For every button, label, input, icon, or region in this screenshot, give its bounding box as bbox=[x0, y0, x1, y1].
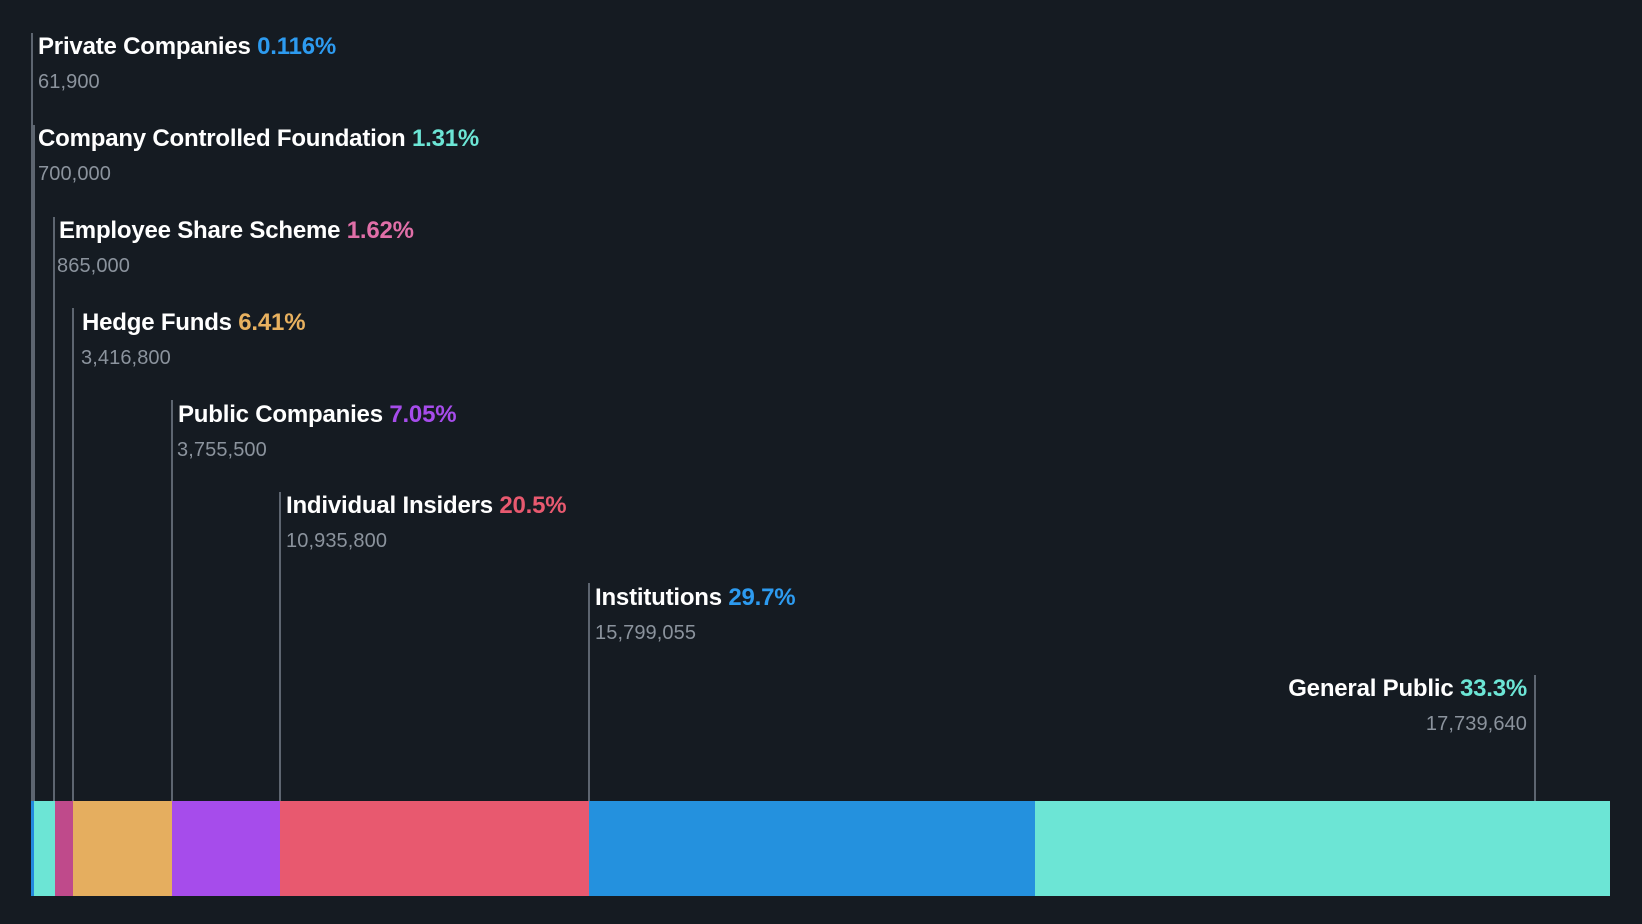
label-group-individual-insiders[interactable]: Individual Insiders 20.5% 10,935,800 bbox=[286, 492, 567, 552]
label-group-employee-share-scheme[interactable]: Employee Share Scheme 1.62% 865,000 bbox=[57, 219, 414, 277]
segment-count-institutions: 15,799,055 bbox=[595, 622, 697, 644]
segment-count-company-controlled-foundation: 700,000 bbox=[38, 163, 111, 185]
segment-percent-employee-share-scheme: 1.62% bbox=[346, 217, 414, 244]
label-row-public-companies: Public Companies 7.05% bbox=[178, 401, 457, 428]
stacked-ownership-bar bbox=[31, 801, 1610, 896]
label-row-individual-insiders: Individual Insiders 20.5% bbox=[286, 492, 567, 519]
bar-segment-private-companies[interactable] bbox=[31, 801, 34, 896]
bar-segment-company-controlled-foundation[interactable] bbox=[34, 801, 55, 896]
label-group-institutions[interactable]: Institutions 29.7% 15,799,055 bbox=[595, 584, 796, 644]
tick-line-general-public bbox=[1534, 675, 1536, 801]
bar-segment-employee-share-scheme[interactable] bbox=[55, 801, 73, 896]
bar-segment-institutions[interactable] bbox=[589, 801, 1035, 896]
label-row-hedge-funds: Hedge Funds 6.41% bbox=[82, 309, 306, 336]
segment-name-individual-insiders: Individual Insiders bbox=[286, 492, 500, 519]
segment-percent-hedge-funds: 6.41% bbox=[238, 309, 306, 336]
tick-line-private-companies bbox=[31, 33, 33, 801]
segment-count-employee-share-scheme: 865,000 bbox=[57, 255, 130, 277]
label-row-company-controlled-foundation: Company Controlled Foundation 1.31% bbox=[38, 127, 479, 151]
segment-name-private-companies: Private Companies bbox=[38, 33, 258, 60]
tick-line-employee-share-scheme bbox=[53, 217, 55, 801]
label-group-hedge-funds[interactable]: Hedge Funds 6.41% 3,416,800 bbox=[81, 309, 306, 369]
segment-percent-public-companies: 7.05% bbox=[389, 401, 457, 428]
segment-name-company-controlled-foundation: Company Controlled Foundation bbox=[38, 125, 412, 152]
segment-percent-private-companies: 0.116% bbox=[257, 33, 337, 60]
tick-line-company-controlled-foundation bbox=[33, 125, 35, 801]
segment-count-public-companies: 3,755,500 bbox=[177, 439, 267, 461]
segment-name-employee-share-scheme: Employee Share Scheme bbox=[59, 217, 347, 244]
label-row-general-public: General Public 33.3% bbox=[1288, 677, 1527, 701]
label-row-institutions: Institutions 29.7% bbox=[595, 584, 796, 611]
segment-name-hedge-funds: Hedge Funds bbox=[82, 309, 239, 336]
segment-count-general-public: 17,739,640 bbox=[1425, 713, 1527, 735]
label-group-company-controlled-foundation[interactable]: Company Controlled Foundation 1.31% 700,… bbox=[38, 127, 479, 185]
segment-percent-general-public: 33.3% bbox=[1459, 675, 1527, 702]
label-row-private-companies: Private Companies 0.116% bbox=[38, 35, 336, 59]
label-row-employee-share-scheme: Employee Share Scheme 1.62% bbox=[59, 219, 414, 243]
segment-name-public-companies: Public Companies bbox=[178, 401, 390, 428]
bar-segment-hedge-funds[interactable] bbox=[73, 801, 172, 896]
segment-name-institutions: Institutions bbox=[595, 584, 729, 611]
tick-line-individual-insiders bbox=[279, 492, 281, 801]
segment-name-general-public: General Public bbox=[1288, 675, 1460, 702]
segment-count-hedge-funds: 3,416,800 bbox=[81, 347, 171, 369]
tick-line-hedge-funds bbox=[72, 308, 74, 801]
segment-percent-individual-insiders: 20.5% bbox=[499, 492, 567, 519]
bar-segment-general-public[interactable] bbox=[1035, 801, 1610, 896]
segment-percent-company-controlled-foundation: 1.31% bbox=[411, 125, 480, 152]
bar-segment-public-companies[interactable] bbox=[172, 801, 280, 896]
tick-line-institutions bbox=[588, 583, 590, 801]
label-group-public-companies[interactable]: Public Companies 7.05% 3,755,500 bbox=[177, 401, 457, 461]
segment-percent-institutions: 29.7% bbox=[728, 584, 796, 611]
label-group-general-public[interactable]: General Public 33.3% 17,739,640 bbox=[1288, 677, 1527, 735]
segment-count-private-companies: 61,900 bbox=[38, 71, 100, 93]
label-group-private-companies[interactable]: Private Companies 0.116% 61,900 bbox=[38, 35, 336, 93]
tick-line-public-companies bbox=[171, 400, 173, 801]
segment-count-individual-insiders: 10,935,800 bbox=[286, 530, 388, 552]
bar-segment-individual-insiders[interactable] bbox=[280, 801, 589, 896]
